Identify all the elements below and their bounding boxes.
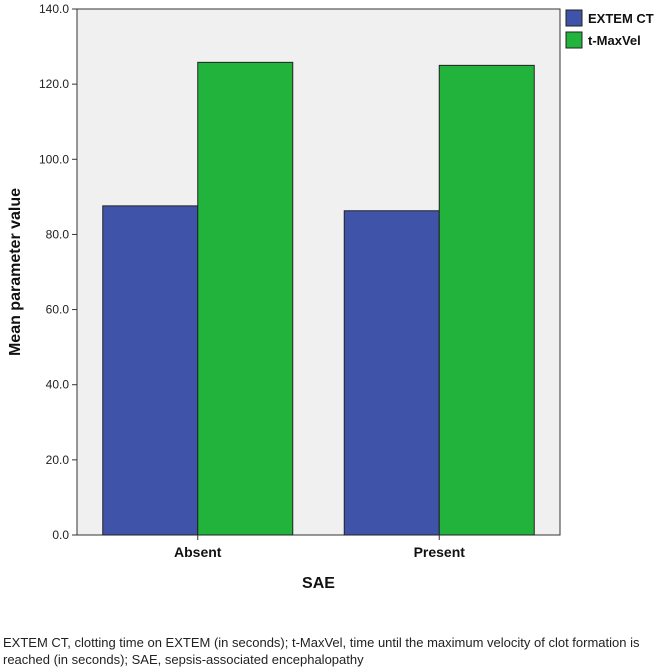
y-axis-title: Mean parameter value	[7, 188, 24, 356]
bar-t-maxvel-absent	[197, 61, 294, 536]
y-tick-label: 140.0	[39, 2, 69, 16]
legend-swatch	[565, 9, 583, 27]
bar-extem-ct-present	[343, 210, 440, 536]
x-category-label: Absent	[174, 544, 222, 560]
y-tick-label: 60.0	[46, 303, 70, 317]
y-tick-label: 80.0	[46, 227, 70, 241]
y-tick-label: 100.0	[39, 152, 69, 166]
y-tick-label: 120.0	[39, 77, 69, 91]
x-axis-categories: Absent Present	[174, 535, 465, 560]
legend: EXTEM CT t-MaxVel	[565, 9, 654, 49]
legend-label: t-MaxVel	[588, 33, 641, 48]
y-tick-label: 0.0	[52, 528, 69, 542]
bar-chart: 0.0 20.0 40.0 60.0 80.0 100.0 120.0 140.0 Absen…	[7, 2, 654, 592]
y-tick-label: 20.0	[46, 453, 70, 467]
legend-label: EXTEM CT	[588, 11, 654, 26]
legend-swatch	[565, 31, 583, 49]
x-axis-title: SAE	[302, 575, 335, 592]
y-axis: 0.0 20.0 40.0 60.0 80.0 100.0 120.0 140.0	[39, 2, 77, 542]
y-tick-label: 40.0	[46, 378, 70, 392]
bar-extem-ct-absent	[102, 205, 199, 536]
bars	[102, 61, 535, 536]
figure-caption: EXTEM CT, clotting time on EXTEM (in sec…	[3, 635, 640, 667]
bar-t-maxvel-present	[438, 64, 535, 536]
x-category-label: Present	[414, 544, 466, 560]
